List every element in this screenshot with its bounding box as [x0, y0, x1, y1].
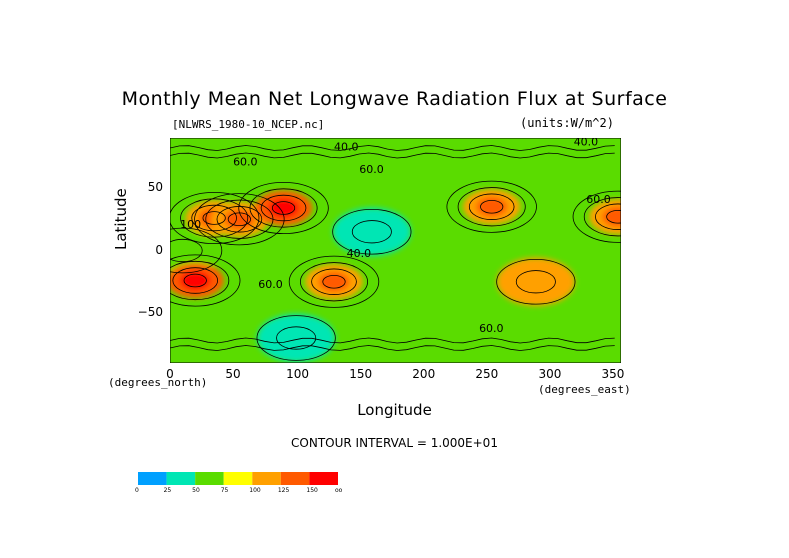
contour-line — [572, 190, 621, 243]
colorbar-swatch — [280, 472, 310, 485]
contour-line — [191, 204, 237, 232]
contour-line — [256, 315, 336, 361]
colorbar-label: 75 — [220, 487, 229, 494]
contour-line — [311, 268, 357, 295]
colorbar-label: 0 — [135, 487, 139, 494]
contour-line — [606, 209, 621, 224]
colorbar-label: 125 — [277, 487, 290, 494]
colorbar-label: oo — [335, 487, 343, 494]
flux-core-4 — [179, 270, 211, 291]
y-axis-label: Latitude — [112, 188, 130, 250]
contour-line — [595, 203, 621, 230]
flux-core-7 — [602, 206, 621, 227]
contour-line — [170, 238, 203, 263]
contour-line — [194, 193, 285, 246]
x-tick-label: 300 — [538, 367, 562, 381]
contour-line — [170, 152, 615, 159]
contour-interval: CONTOUR INTERVAL = 1.000E+01 — [291, 436, 498, 450]
units-label: (units:W/m^2) — [520, 116, 614, 130]
contour-line — [249, 188, 318, 228]
colorbar-swatch — [223, 472, 253, 485]
flux-core-5 — [318, 271, 350, 292]
x-tick-label: 50 — [225, 367, 241, 381]
dataset-label: [NLWRS_1980-10_NCEP.nc] — [172, 118, 325, 131]
contour-label: 100 — [180, 218, 201, 231]
contour-line — [172, 267, 219, 294]
colorbar-swatch — [166, 472, 196, 485]
contour-line — [457, 187, 526, 227]
contour-line — [468, 193, 515, 220]
contour-line — [170, 145, 615, 151]
x-tick-label: 250 — [475, 367, 499, 381]
contour-line — [299, 262, 368, 302]
contour-line — [183, 273, 207, 288]
colorbar-swatch — [252, 472, 281, 485]
contour-line — [260, 194, 307, 222]
colorbar-swatch — [309, 472, 338, 485]
x-unit-label: (degrees_east) — [538, 383, 631, 396]
colorbar-label: 25 — [163, 487, 172, 494]
contour-label: 60.0 — [258, 278, 283, 291]
contour-line — [170, 254, 241, 307]
contour-label: 60.0 — [359, 163, 384, 176]
x-tick-label: 150 — [349, 367, 373, 381]
contour-line — [216, 206, 263, 233]
contour-label: 60.0 — [586, 193, 611, 206]
contour-line — [480, 199, 504, 214]
colorbar-swatch — [195, 472, 224, 485]
contour-line — [332, 208, 412, 255]
contour-label: 60.0 — [233, 156, 257, 169]
y-unit-label: (degrees_north) — [108, 376, 208, 389]
colorbar — [138, 472, 338, 485]
y-tick-label: 0 — [155, 242, 163, 257]
y-tick-label: −50 — [137, 305, 163, 319]
x-tick-label: 0 — [166, 367, 174, 381]
colorbar-swatch — [138, 472, 167, 485]
contour-label: 40.0 — [574, 138, 599, 149]
flux-zone-8 — [496, 257, 575, 306]
x-tick-label: 200 — [412, 367, 436, 381]
contour-line — [583, 197, 621, 237]
chart-title: Monthly Mean Net Longwave Radiation Flux… — [121, 88, 668, 110]
contour-line — [288, 255, 380, 308]
colorbar-label: 50 — [192, 487, 200, 494]
contour-line — [202, 211, 226, 225]
flux-zone-9 — [332, 207, 411, 256]
x-axis-label: Longitude — [357, 401, 432, 419]
contour-line — [276, 326, 317, 350]
contour-line — [271, 201, 296, 215]
y-tick-label: 50 — [147, 180, 163, 194]
contour-line — [351, 220, 392, 244]
contour-line — [238, 182, 329, 235]
flux-zone-10 — [257, 314, 336, 362]
contour-line — [170, 192, 260, 244]
contour-line — [496, 258, 576, 305]
x-tick-label: 350 — [601, 367, 625, 381]
contour-line — [170, 337, 615, 344]
contour-line — [170, 227, 223, 274]
colorbar-label: 150 — [306, 487, 318, 494]
contour-line — [170, 260, 230, 301]
contour-label: 40.0 — [347, 247, 372, 260]
contour-label: 60.0 — [479, 322, 504, 335]
contour-label: 40.0 — [334, 141, 359, 154]
contour-line — [170, 345, 615, 351]
contour-line — [446, 180, 537, 233]
x-tick-label: 100 — [286, 367, 310, 381]
contour-line — [515, 270, 556, 294]
colorbar-label: 100 — [249, 487, 261, 494]
flux-core-6 — [476, 196, 508, 217]
contour-line — [322, 274, 346, 289]
contour-line — [180, 198, 249, 238]
